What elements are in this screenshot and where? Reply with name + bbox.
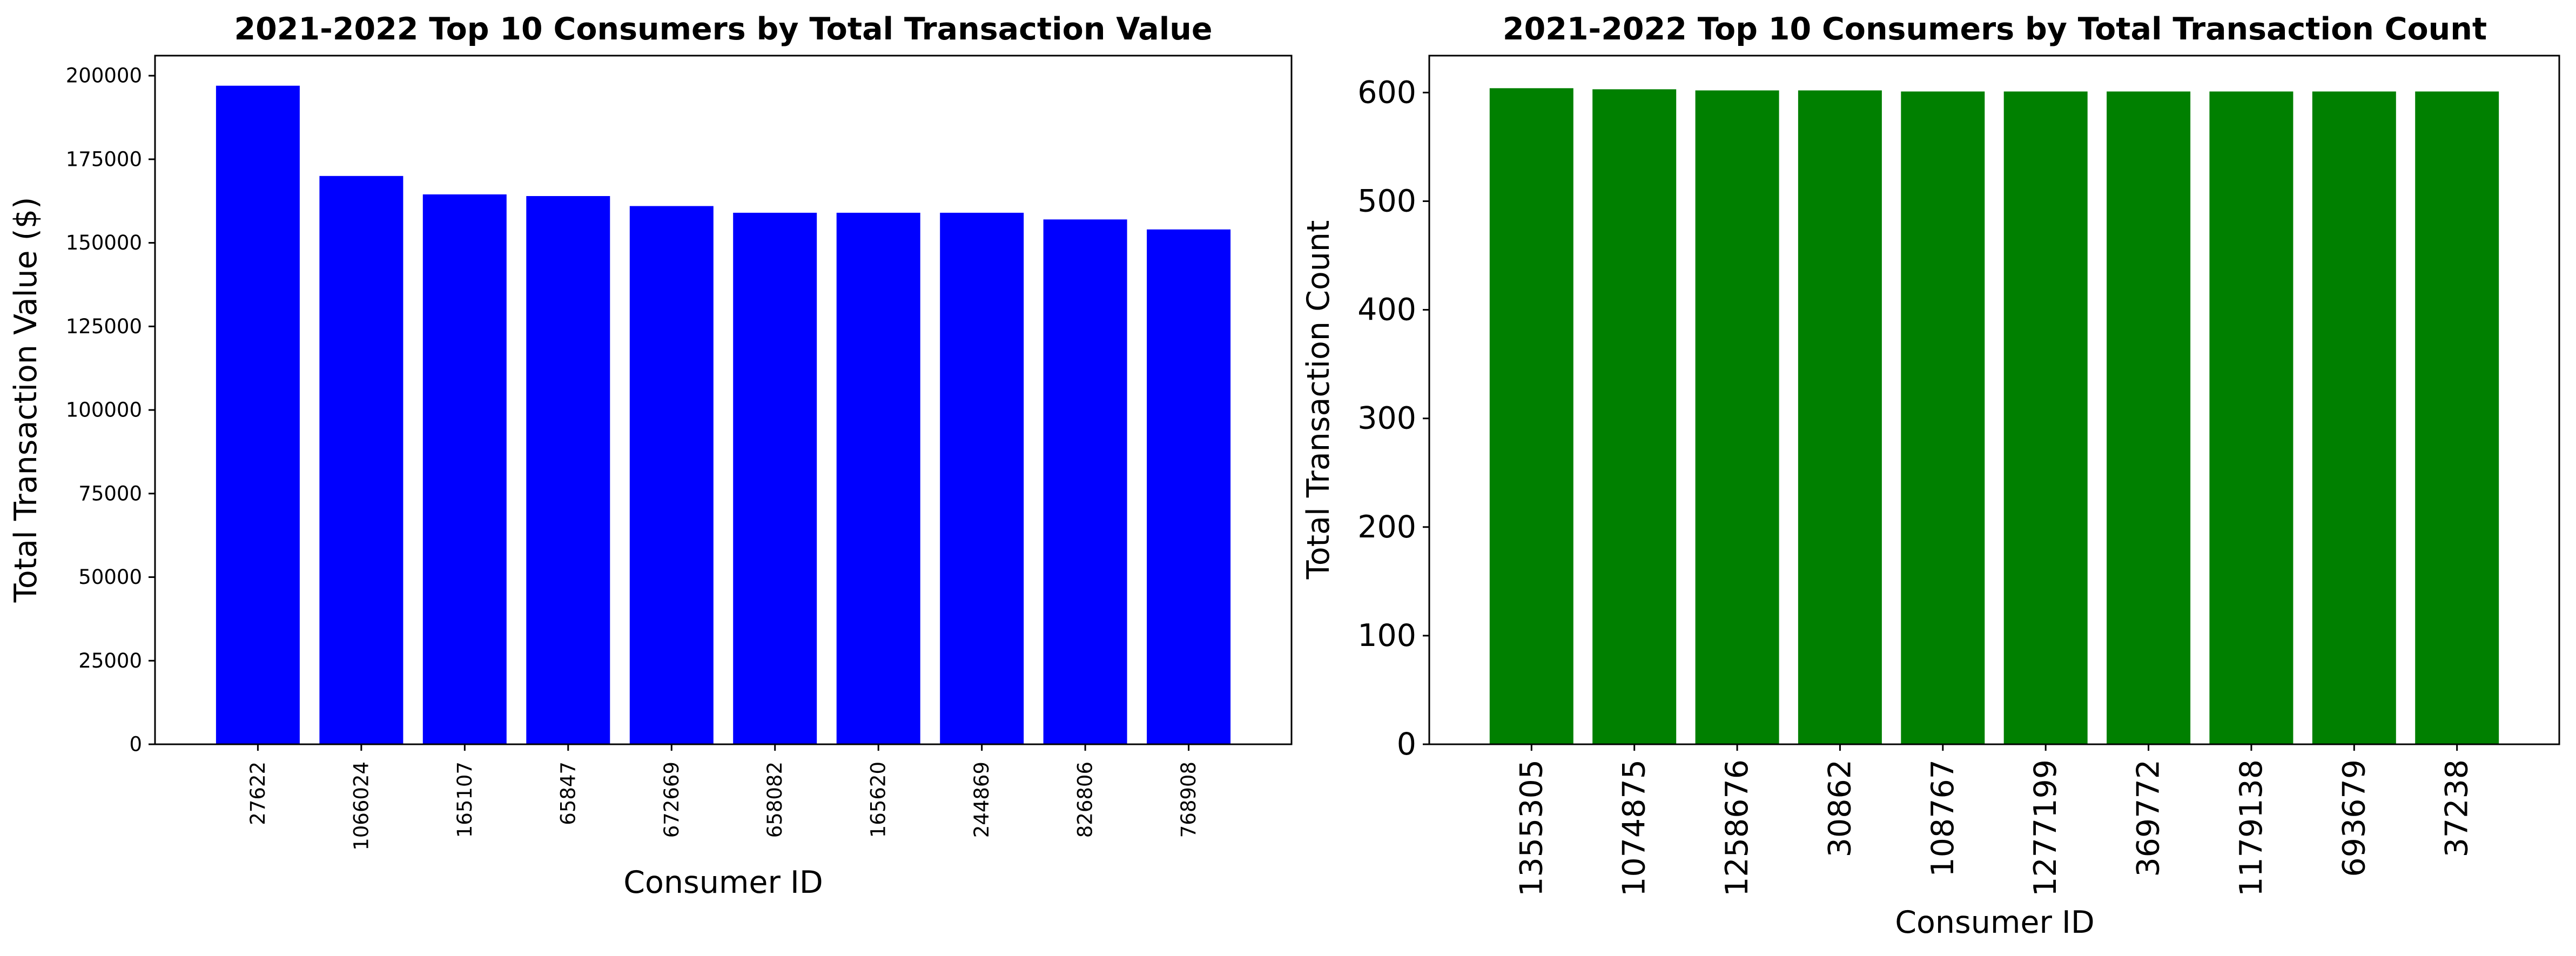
chart-transaction-value: 2021-2022 Top 10 Consumers by Total Tran… (8, 11, 1293, 900)
bar-244869 (940, 212, 1024, 744)
y-tick-label: 25000 (78, 649, 142, 672)
y-tick-label: 75000 (78, 482, 142, 505)
x-axis-ticks: 27622 1066024 165107 65847 672669 658082 16562… (246, 744, 1200, 851)
y-tick-label: 50000 (78, 565, 142, 589)
x-tick-label: 30862 (1822, 759, 1858, 857)
y-tick-label: 300 (1357, 401, 1416, 436)
x-axis-ticks: 1355305 1074875 1258676 30862 108767 1277199 3… (1514, 744, 2475, 897)
bar-826806 (1043, 219, 1127, 744)
x-axis-label: Consumer ID (623, 865, 823, 900)
x-tick-label: 1355305 (1514, 759, 1549, 897)
x-tick-label: 768908 (1177, 762, 1200, 838)
x-tick-label: 108767 (1925, 759, 1961, 877)
bar-768908 (1147, 229, 1231, 744)
y-tick-label: 200 (1357, 509, 1416, 545)
chart-transaction-count: 2021-2022 Top 10 Consumers by Total Tran… (1301, 11, 2560, 940)
x-tick-label: 1277199 (2028, 759, 2063, 897)
x-tick-label: 1258676 (1719, 759, 1755, 897)
bar-165107 (422, 194, 507, 744)
bar-672669 (629, 206, 714, 744)
bars-group (1489, 88, 2499, 744)
x-tick-label: 693679 (2336, 759, 2372, 877)
bar-30862 (1798, 90, 1882, 744)
chart-title: 2021-2022 Top 10 Consumers by Total Tran… (1503, 11, 2487, 47)
x-tick-label: 369772 (2131, 759, 2167, 877)
x-tick-label: 65847 (556, 762, 580, 825)
x-tick-label: 1179138 (2234, 759, 2269, 897)
y-tick-label: 500 (1357, 183, 1416, 219)
x-tick-label: 27622 (246, 762, 270, 825)
bar-1355305 (1489, 88, 1573, 744)
x-tick-label: 826806 (1074, 762, 1097, 838)
bar-658082 (733, 212, 817, 744)
bar-693679 (2312, 91, 2396, 744)
y-axis-ticks: 0 25000 50000 75000 100000 125000 150000 175000… (66, 64, 155, 756)
y-axis-label: Total Transaction Value ($) (8, 197, 44, 603)
plot-frame (1428, 55, 2560, 745)
y-tick-label: 125000 (66, 315, 142, 338)
x-tick-label: 658082 (763, 762, 786, 838)
y-tick-label: 0 (1397, 726, 1416, 762)
x-axis-label: Consumer ID (1895, 905, 2094, 940)
y-tick-label: 100000 (66, 399, 142, 422)
y-tick-label: 150000 (66, 231, 142, 254)
bar-369772 (2107, 91, 2191, 744)
x-tick-label: 244869 (970, 762, 993, 838)
x-tick-label: 37238 (2439, 759, 2475, 857)
x-tick-label: 1074875 (1617, 759, 1652, 897)
bar-108767 (1901, 91, 1985, 744)
bar-27622 (216, 85, 300, 745)
bar-1258676 (1695, 90, 1779, 744)
y-axis-ticks: 0 100 200 300 400 500 600 (1357, 75, 1429, 762)
bars-group (216, 85, 1231, 745)
bar-1066024 (319, 176, 403, 744)
plot-frame (154, 55, 1293, 745)
bar-1179138 (2209, 91, 2293, 744)
x-tick-label: 1066024 (349, 762, 373, 851)
y-axis-label: Total Transaction Count (1301, 220, 1336, 580)
y-tick-label: 200000 (66, 64, 142, 87)
y-tick-label: 0 (129, 733, 142, 756)
x-tick-label: 165107 (453, 762, 476, 838)
bar-1074875 (1592, 89, 1677, 744)
bar-1277199 (2003, 91, 2088, 744)
x-tick-label: 165620 (867, 762, 890, 838)
bar-37238 (2415, 91, 2499, 744)
y-tick-label: 175000 (66, 147, 142, 171)
chart-title: 2021-2022 Top 10 Consumers by Total Tran… (234, 11, 1212, 47)
y-tick-label: 600 (1357, 75, 1416, 110)
y-tick-label: 100 (1357, 618, 1416, 654)
bar-65847 (526, 196, 610, 744)
x-tick-label: 672669 (660, 762, 683, 838)
bar-165620 (836, 212, 920, 744)
y-tick-label: 400 (1357, 292, 1416, 328)
